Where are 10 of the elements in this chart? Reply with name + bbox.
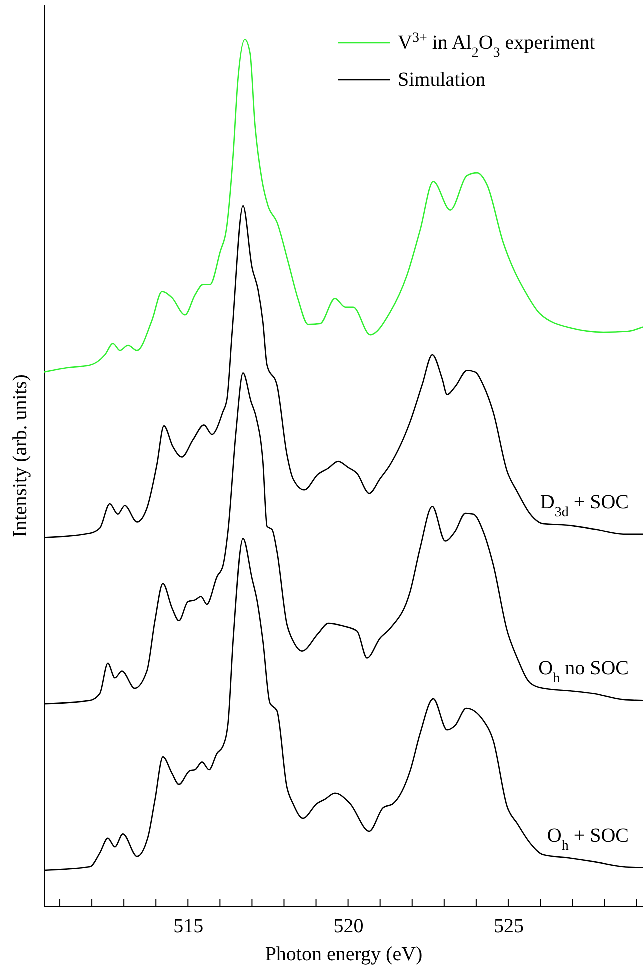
series-label: D$_{3d}$ + SOC xyxy=(540,491,629,520)
legend-label: V$^{3+}$ in Al$_{2}$O$_{3}$ experiment xyxy=(398,30,596,60)
y-axis-title: Intensity (arb. units) xyxy=(10,374,32,538)
x-tick-label: 525 xyxy=(494,916,524,938)
x-tick-label: 520 xyxy=(334,916,364,938)
series-label: O$_{h}$ + SOC xyxy=(547,824,629,854)
annotation: Simulation xyxy=(398,69,486,91)
series-label: O$_{h}$ no SOC xyxy=(538,658,629,686)
x-tick-label: 515 xyxy=(174,916,204,938)
x-axis-title: Photon energy (eV) xyxy=(265,944,423,966)
